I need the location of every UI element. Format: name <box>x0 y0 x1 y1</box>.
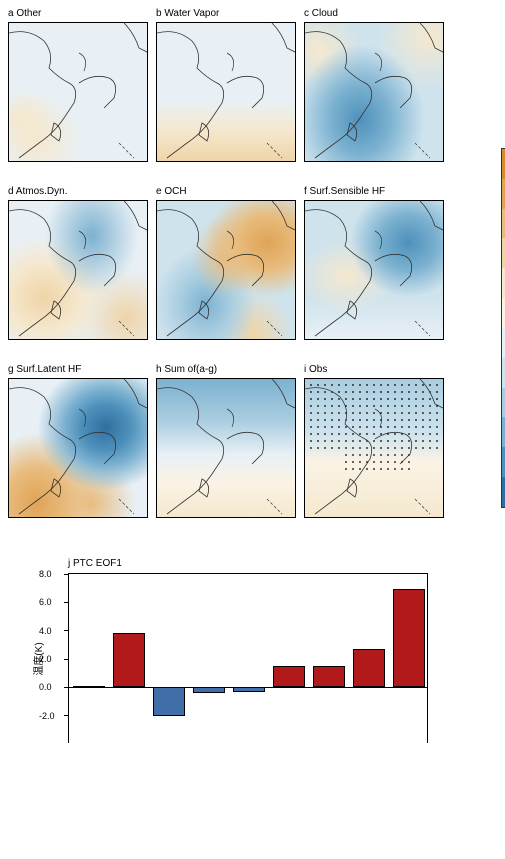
bar <box>273 666 306 687</box>
panel-title: b Water Vapor <box>156 8 296 20</box>
map-box: 60°N40°N20°N0°100°E120°E140°E <box>8 200 148 340</box>
bar-ytick: 6.0 <box>39 597 52 607</box>
barchart-title: j PTC EOF1 <box>68 558 428 569</box>
map-panel-a: a Other 60°N40°N20°N0°100°E120°E140°E <box>8 8 148 162</box>
map-box: 100°E120°E140°E <box>156 378 296 518</box>
map-panel-e: e OCH 100°E120°E140°E <box>156 186 296 340</box>
bar-ytick: 2.0 <box>39 654 52 664</box>
panel-title: e OCH <box>156 186 296 198</box>
map-panel-f: f Surf.Sensible HF 100°E120°E140°E <box>304 186 444 340</box>
bar <box>393 589 426 687</box>
bar <box>73 686 106 688</box>
bar <box>193 687 226 693</box>
panel-title: g Surf.Latent HF <box>8 364 148 376</box>
bar <box>233 687 266 692</box>
panel-title: i Obs <box>304 364 444 376</box>
panel-title: h Sum of(a-g) <box>156 364 296 376</box>
bar-ytick: 4.0 <box>39 626 52 636</box>
panel-title: a Other <box>8 8 148 20</box>
bar-ytick: 0.0 <box>39 682 52 692</box>
map-panel-b: b Water Vapor 100°E120°E140°E <box>156 8 296 162</box>
map-box: 100°E120°E140°E <box>156 22 296 162</box>
map-box: 100°E120°E140°E <box>304 200 444 340</box>
bar <box>353 649 386 687</box>
map-box: 100°E120°E140°E <box>156 200 296 340</box>
map-panel-d: d Atmos.Dyn. 60°N40°N20°N0°100°E120°E140… <box>8 186 148 340</box>
colorbar: 20106210-1-2-6-10-20 <box>501 148 505 508</box>
panel-title: d Atmos.Dyn. <box>8 186 148 198</box>
map-box: 60°N40°N20°N0°100°E120°E140°E <box>8 22 148 162</box>
barchart-plot: 温度(K) 8.06.04.02.00.0-2.0 <box>68 573 428 743</box>
bar <box>153 687 186 716</box>
bar-ytick: -2.0 <box>39 711 55 721</box>
map-panel-c: c Cloud 100°E120°E140°E <box>304 8 444 162</box>
bar-ytick: 8.0 <box>39 569 52 579</box>
panel-title: c Cloud <box>304 8 444 20</box>
map-box: 100°E120°E140°E <box>304 22 444 162</box>
panel-title: f Surf.Sensible HF <box>304 186 444 198</box>
map-panel-h: h Sum of(a-g) 100°E120°E140°E <box>156 364 296 518</box>
map-box: 60°N40°N20°N0°100°E120°E140°E <box>8 378 148 518</box>
bar <box>113 633 146 688</box>
map-panel-g: g Surf.Latent HF 60°N40°N20°N0°100°E120°… <box>8 364 148 518</box>
maps-grid: a Other 60°N40°N20°N0°100°E120°E140°Eb W… <box>8 8 497 518</box>
barchart-panel: j PTC EOF1 温度(K) 8.06.04.02.00.0-2.0 <box>68 558 428 743</box>
bar <box>313 666 346 687</box>
figure-container: a Other 60°N40°N20°N0°100°E120°E140°Eb W… <box>8 8 497 743</box>
map-box: 100°E120°E140°E <box>304 378 444 518</box>
map-panel-i: i Obs 100°E120°E140°E <box>304 364 444 518</box>
